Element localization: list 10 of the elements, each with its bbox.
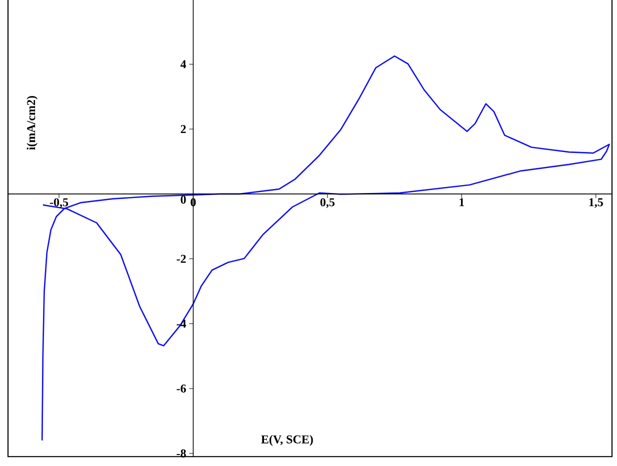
y-tick-label: -6 <box>176 384 186 393</box>
y-axis-title: i(mA/cm2) <box>26 96 38 150</box>
y-tick-label: -2 <box>176 254 186 263</box>
x-tick-label: 1,5 <box>589 198 603 208</box>
x-tick-label: -0,5 <box>50 198 68 208</box>
x-tick-label: 0,5 <box>320 198 335 208</box>
y-tick-label: 4 <box>180 60 186 68</box>
x-axis-title: E(V, SCE) <box>261 435 313 446</box>
x-tick-label: 1 <box>460 198 464 206</box>
y-tick-label: 2 <box>180 125 186 134</box>
